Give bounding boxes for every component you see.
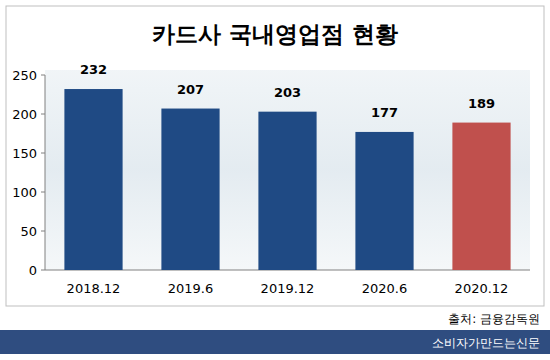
x-tick-label: 2019.6: [168, 281, 214, 296]
plot-background: [45, 70, 530, 270]
x-tick-label: 2020.12: [455, 281, 509, 296]
chart-title: 카드사 국내영업점 현황: [152, 21, 398, 47]
y-tick-label: 50: [20, 224, 37, 239]
y-tick: [41, 114, 45, 115]
bar: [258, 112, 316, 270]
y-tick: [41, 192, 45, 193]
x-tick-label: 2019.12: [261, 281, 315, 296]
chart-frame: [6, 6, 544, 306]
x-tick-label: 2020.6: [362, 281, 408, 296]
bar: [161, 109, 219, 270]
data-label: 232: [80, 62, 107, 77]
bars: [64, 89, 510, 270]
y-axis-line: [45, 75, 46, 270]
y-tick-label: 100: [12, 185, 37, 200]
y-tick: [41, 270, 45, 271]
y-tick: [41, 75, 45, 76]
x-tick-label: 2018.12: [67, 281, 121, 296]
footer-text: 소비자가만드는신문: [432, 336, 540, 350]
data-label: 189: [468, 96, 495, 111]
bar: [452, 123, 510, 270]
y-tick-label: 150: [12, 146, 37, 161]
page: {"chart_data": {"type": "bar", "title": …: [0, 0, 550, 360]
chart-svg: 카드사 국내영업점 현황 0 50 100 150 200 250 232 207 203 177 1…: [0, 0, 550, 360]
y-tick: [41, 231, 45, 232]
bar: [355, 132, 413, 270]
footer-bar: [0, 330, 550, 354]
data-label: 207: [177, 82, 204, 97]
y-tick-label: 200: [12, 107, 37, 122]
data-label: 203: [274, 85, 301, 100]
data-label: 177: [371, 105, 398, 120]
y-tick-label: 250: [12, 68, 37, 83]
y-tick: [41, 153, 45, 154]
y-tick-label: 0: [29, 263, 37, 278]
bar: [64, 89, 122, 270]
chart-container: 카드사 국내영업점 현황 0 50 100 150 200 250 232 207 203 177 1…: [0, 0, 550, 360]
source-note: 출처: 금융감독원: [448, 312, 540, 326]
